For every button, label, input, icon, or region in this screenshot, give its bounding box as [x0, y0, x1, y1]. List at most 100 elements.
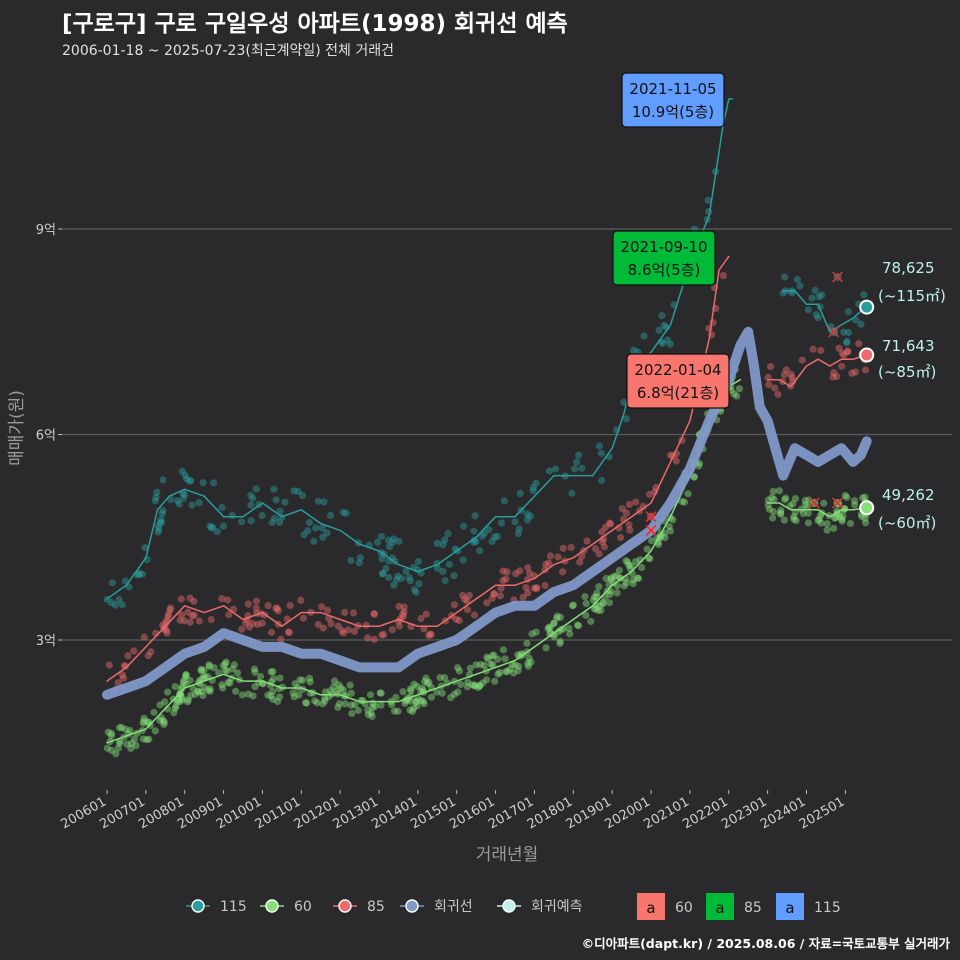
transaction-dot	[295, 691, 303, 699]
transaction-dot	[494, 670, 502, 678]
transaction-dot	[410, 586, 419, 594]
transaction-dot	[300, 531, 308, 539]
transaction-dot	[228, 511, 236, 519]
transaction-dot	[385, 543, 394, 551]
transaction-dot	[472, 661, 480, 669]
transaction-dot	[121, 662, 129, 670]
transaction-dot	[610, 572, 618, 581]
cancelled-mark	[832, 497, 844, 509]
transaction-dot	[269, 675, 278, 683]
transaction-dot	[843, 337, 851, 346]
transaction-dot	[273, 604, 281, 612]
transaction-dot	[625, 521, 633, 529]
transaction-dot	[406, 706, 414, 714]
transaction-dot	[206, 687, 214, 695]
cancelled-mark	[808, 497, 820, 509]
legend-box-key	[637, 893, 665, 920]
transaction-dot	[179, 494, 187, 502]
transaction-dot	[147, 648, 155, 656]
transaction-dot	[780, 371, 789, 379]
transaction-dot	[530, 584, 538, 592]
transaction-dot	[841, 491, 849, 500]
transaction-dot	[490, 651, 498, 659]
transaction-dot	[311, 697, 319, 705]
transaction-dot	[843, 493, 851, 501]
transaction-dot	[654, 540, 663, 549]
transaction-dot	[578, 464, 586, 472]
transaction-dot	[367, 709, 376, 717]
transaction-dot	[321, 697, 329, 705]
transaction-dot	[162, 626, 171, 635]
transaction-dot	[595, 583, 603, 591]
transaction-dot	[198, 688, 206, 696]
transaction-dot	[592, 545, 600, 553]
transaction-dot	[175, 500, 183, 508]
transaction-dot	[765, 380, 773, 389]
transaction-dot	[225, 610, 233, 619]
transaction-dot	[121, 725, 130, 733]
transaction-dot	[844, 348, 852, 356]
transaction-dot	[422, 610, 430, 618]
transaction-dot	[178, 696, 186, 704]
transaction-dot	[157, 516, 165, 524]
transaction-dot	[843, 347, 852, 355]
transaction-dot	[286, 601, 294, 610]
transaction-dot	[176, 616, 184, 624]
transaction-dot	[140, 633, 148, 641]
cancelled-mark	[828, 326, 840, 338]
legend-point-key	[502, 899, 516, 913]
transaction-dot	[379, 570, 387, 578]
transaction-dot	[412, 697, 421, 706]
transaction-dot	[313, 699, 321, 707]
transaction-dot	[176, 697, 184, 706]
transaction-dot	[546, 624, 554, 632]
transaction-dot	[471, 512, 479, 520]
transaction-dot	[190, 597, 198, 605]
transaction-dot	[823, 526, 831, 534]
transaction-dot	[497, 519, 506, 527]
transaction-dot	[338, 627, 346, 635]
transaction-dot	[135, 569, 143, 577]
peak-label-price: 8.6억(5층)	[628, 261, 701, 279]
transaction-dot	[851, 501, 859, 509]
transaction-dot	[775, 487, 783, 495]
transaction-dot	[342, 509, 350, 517]
transaction-dot	[354, 706, 362, 715]
transaction-dot	[272, 496, 280, 504]
transaction-dot	[838, 362, 846, 370]
transaction-dot	[765, 505, 773, 513]
transaction-dot	[768, 493, 776, 502]
transaction-dot	[247, 491, 255, 499]
transaction-dot	[801, 501, 809, 509]
transaction-dot	[425, 678, 433, 686]
transaction-dot	[407, 687, 415, 695]
transaction-dot	[602, 574, 610, 583]
transaction-dot	[781, 496, 789, 504]
transaction-dot	[424, 679, 432, 688]
legend-box-label-115: 115	[814, 900, 841, 916]
transaction-dot	[789, 500, 797, 508]
transaction-dot	[798, 356, 806, 364]
legend-label-115: 115	[220, 899, 247, 915]
legend-box-key	[776, 893, 804, 920]
transaction-dot	[272, 604, 280, 612]
transaction-dot	[194, 688, 203, 696]
transaction-dot	[392, 576, 401, 584]
transaction-dot	[639, 502, 647, 511]
transaction-dot	[595, 602, 603, 610]
transaction-dot	[285, 628, 293, 637]
legend-point-key	[265, 899, 279, 913]
transaction-dot	[157, 518, 166, 526]
legend-box-glyph: a	[785, 899, 794, 917]
transaction-dot	[629, 346, 638, 354]
transaction-dot	[364, 706, 372, 714]
transaction-dot	[206, 522, 214, 530]
transaction-dot	[221, 666, 229, 674]
transaction-dot	[607, 575, 615, 583]
transaction-dot	[154, 528, 162, 536]
transaction-dot	[842, 339, 851, 347]
transaction-dot	[769, 514, 777, 522]
transaction-dot	[851, 368, 860, 376]
transaction-dot	[337, 684, 345, 692]
transaction-dot	[270, 485, 278, 493]
